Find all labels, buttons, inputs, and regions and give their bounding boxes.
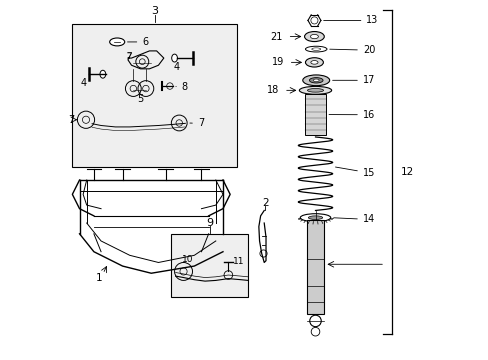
Bar [72, 24, 237, 167]
Text: 12: 12 [400, 167, 413, 177]
Ellipse shape [310, 60, 317, 64]
Text: 3: 3 [151, 6, 158, 17]
Text: 2: 2 [262, 198, 268, 208]
Ellipse shape [109, 38, 124, 46]
Ellipse shape [313, 79, 319, 82]
Bar [306, 220, 324, 315]
Ellipse shape [171, 54, 177, 62]
Text: 4: 4 [173, 62, 179, 72]
Bar [304, 94, 325, 135]
Text: 21: 21 [269, 32, 282, 41]
Text: 1: 1 [96, 273, 102, 283]
Text: 6: 6 [127, 37, 148, 47]
Ellipse shape [309, 78, 323, 83]
Text: 10: 10 [182, 255, 193, 264]
Text: 5: 5 [137, 94, 143, 104]
Text: 4: 4 [81, 78, 87, 88]
Text: 17: 17 [332, 75, 374, 85]
Ellipse shape [300, 214, 330, 222]
Text: 11: 11 [233, 257, 244, 266]
Ellipse shape [311, 48, 320, 50]
Text: 15: 15 [335, 167, 374, 178]
Text: 9: 9 [205, 218, 213, 228]
Text: 7: 7 [189, 118, 203, 128]
Text: 19: 19 [271, 57, 284, 67]
Text: 7: 7 [68, 115, 75, 125]
Text: 20: 20 [329, 45, 374, 55]
Ellipse shape [299, 86, 331, 94]
Ellipse shape [100, 70, 105, 78]
Text: 16: 16 [328, 110, 374, 120]
Text: 13: 13 [323, 15, 378, 26]
Ellipse shape [302, 75, 329, 86]
Ellipse shape [305, 46, 326, 52]
Bar [171, 234, 247, 297]
Text: 14: 14 [333, 215, 374, 224]
Text: 8: 8 [176, 82, 187, 93]
Text: 18: 18 [267, 85, 279, 95]
Ellipse shape [305, 58, 323, 67]
Ellipse shape [304, 32, 324, 41]
Ellipse shape [310, 35, 318, 39]
Ellipse shape [308, 216, 322, 220]
Ellipse shape [307, 89, 323, 92]
